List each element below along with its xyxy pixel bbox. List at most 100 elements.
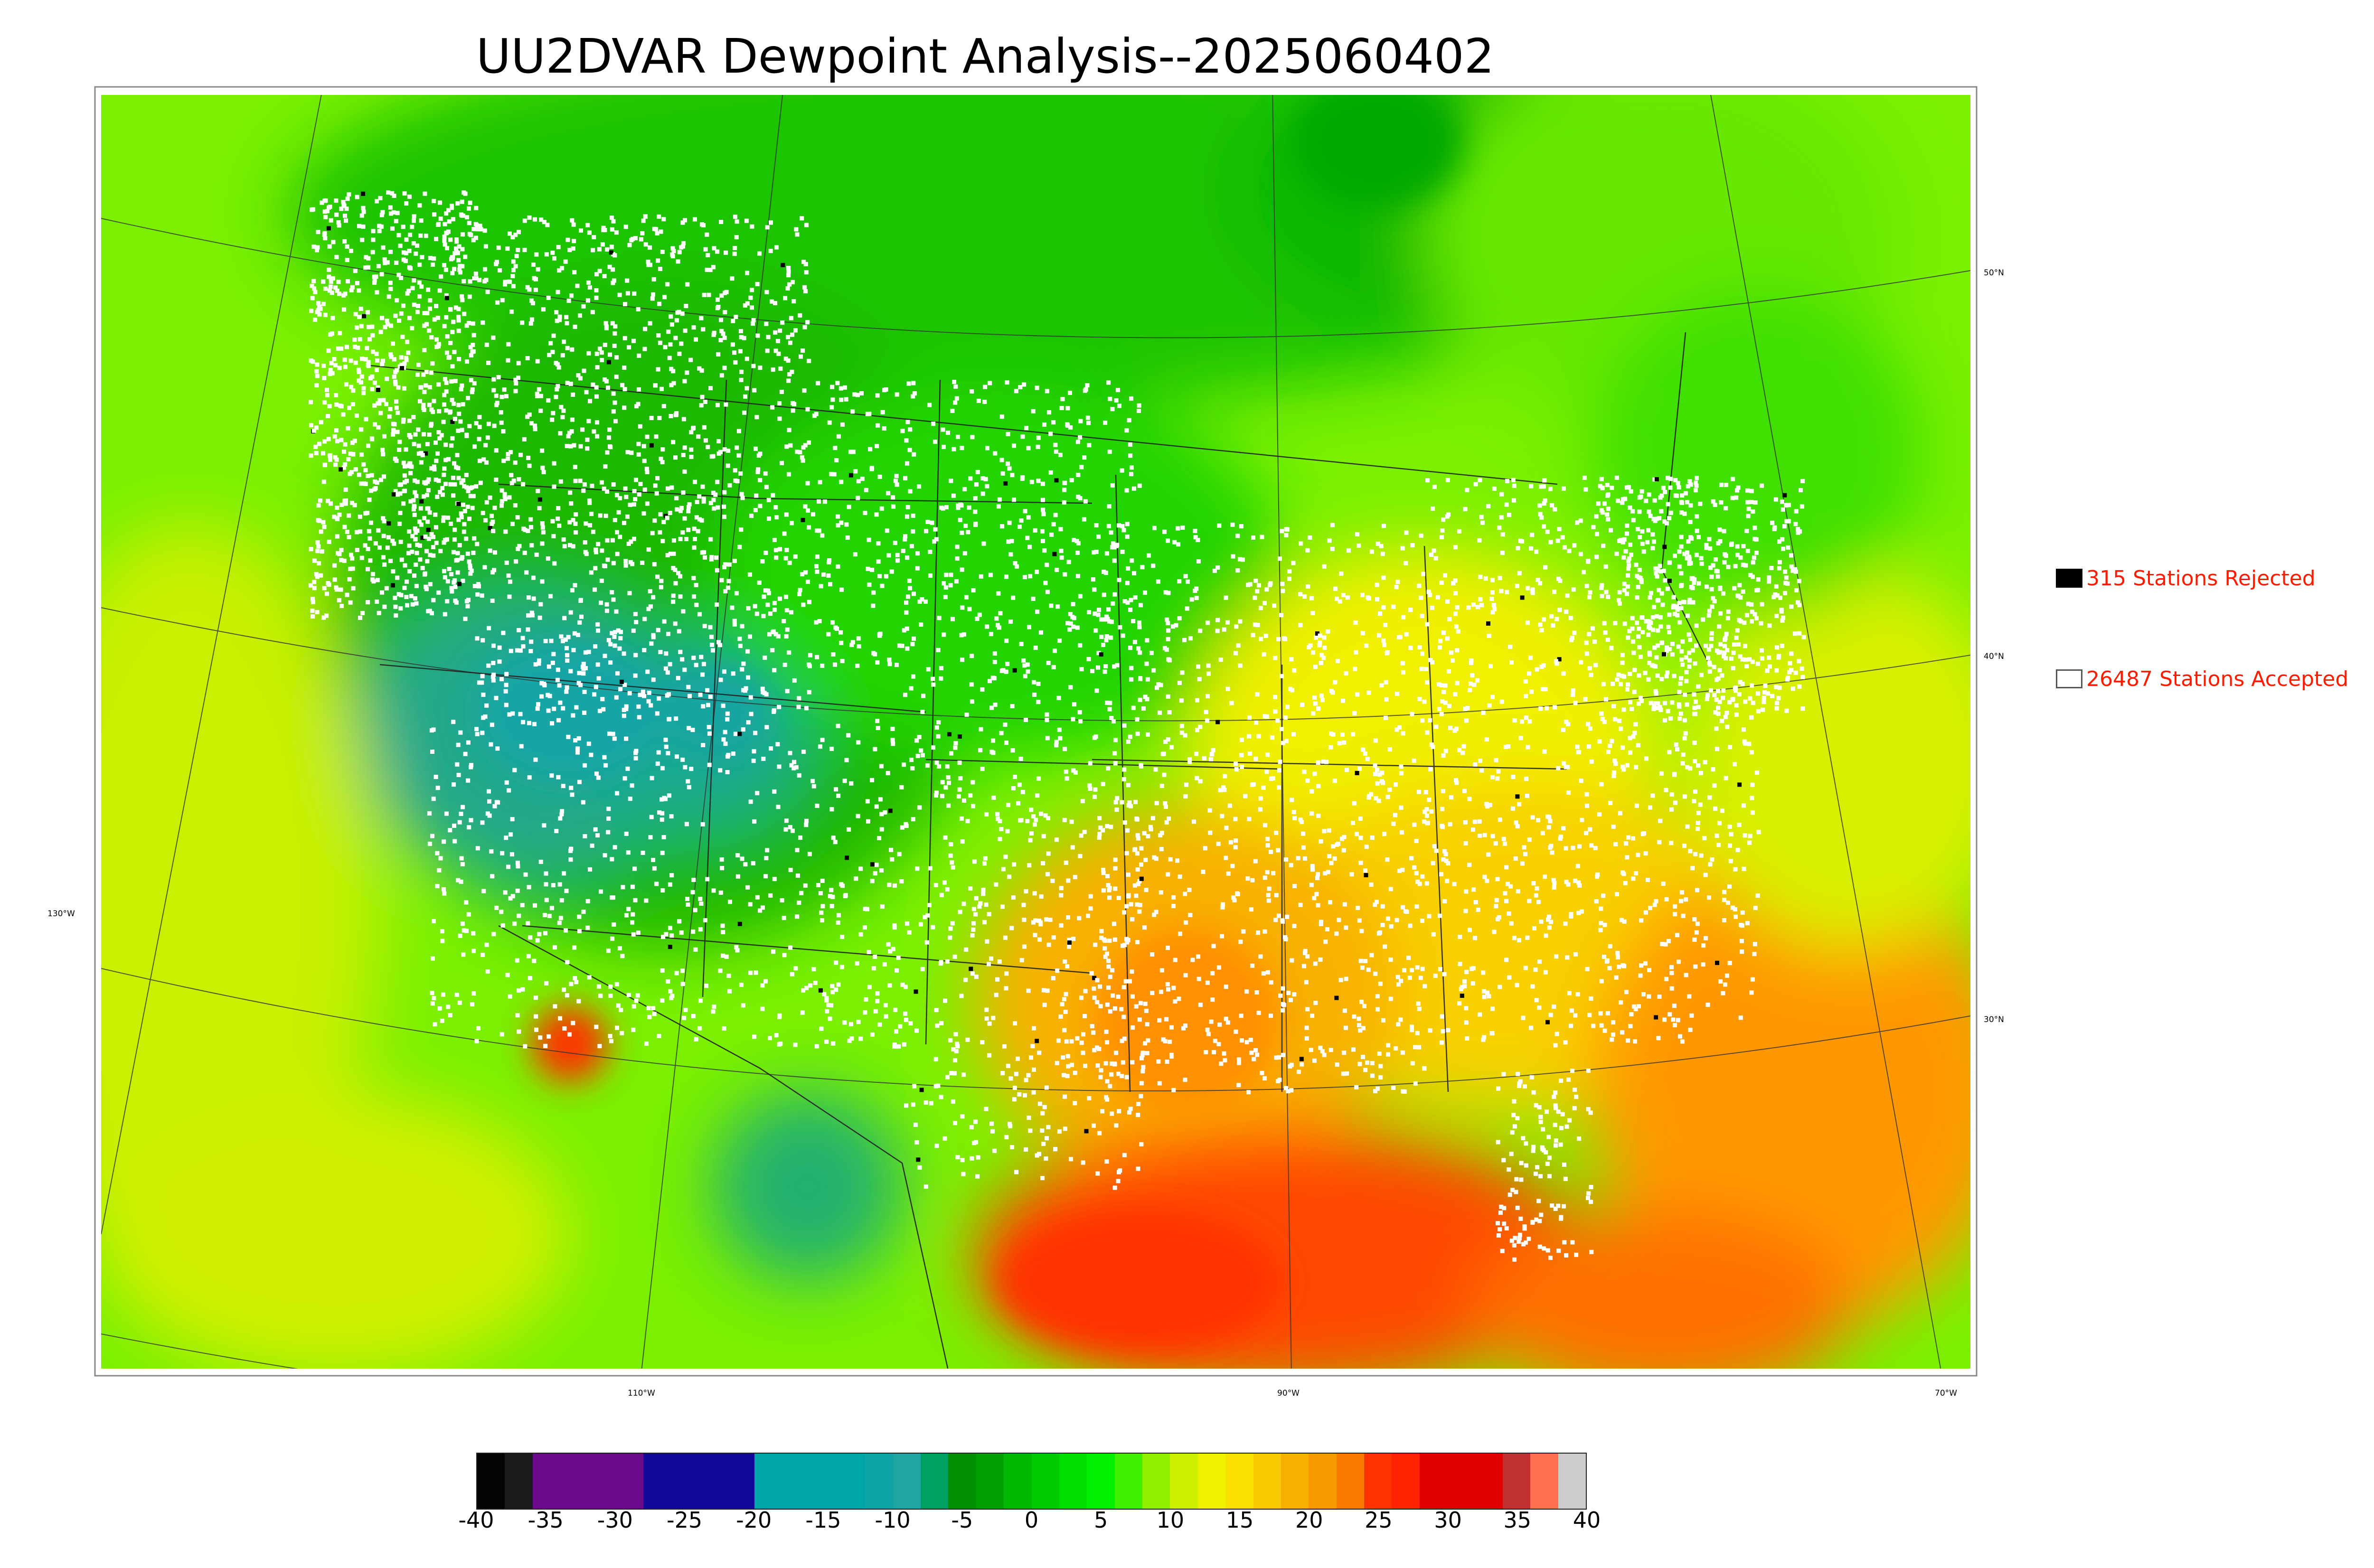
station-accepted [517,913,521,918]
station-accepted [853,552,857,557]
station-accepted [988,381,992,385]
station-accepted [1750,977,1755,982]
station-accepted [1494,758,1498,762]
station-accepted [314,383,319,388]
station-accepted [529,525,533,529]
station-accepted [428,256,433,261]
station-accepted [1543,687,1548,692]
station-accepted [1004,638,1009,643]
station-accepted [353,312,358,317]
station-accepted [1767,575,1771,580]
station-accepted [1443,683,1448,688]
station-accepted [612,344,617,348]
station-accepted [428,582,433,587]
station-accepted [1118,625,1122,629]
station-accepted [1471,966,1476,970]
station-rejected [1557,657,1562,662]
station-accepted [1573,701,1578,705]
station-accepted [1165,617,1169,622]
station-accepted [1773,592,1778,597]
station-accepted [1470,673,1475,678]
station-accepted [1688,520,1693,525]
station-accepted [1446,1028,1451,1033]
station-accepted [449,379,454,384]
station-accepted [433,512,438,517]
station-accepted [578,599,583,603]
station-accepted [319,529,323,534]
station-accepted [351,452,356,457]
station-accepted [1397,725,1402,730]
station-accepted [1316,872,1320,876]
station-accepted [1086,657,1091,661]
station-accepted [1400,546,1405,551]
station-accepted [532,958,537,963]
station-accepted [1617,601,1622,606]
station-accepted [786,378,791,383]
station-accepted [552,561,557,566]
station-accepted [1303,951,1307,955]
station-accepted [466,488,471,493]
station-accepted [1622,621,1627,626]
station-accepted [1377,930,1382,935]
station-accepted [651,277,656,282]
station-accepted [1638,535,1642,539]
station-accepted [808,664,812,668]
station-accepted [1092,587,1097,592]
station-accepted [1481,711,1486,715]
station-accepted [735,445,739,450]
station-accepted [851,450,856,454]
station-accepted [391,569,396,574]
station-accepted [632,866,637,871]
station-accepted [417,280,422,285]
station-accepted [1507,911,1511,916]
station-accepted [1704,543,1709,547]
station-accepted [915,551,920,556]
station-accepted [1137,409,1141,413]
station-accepted [1724,482,1729,487]
station-accepted [324,613,329,618]
station-accepted [350,402,355,406]
station-accepted [1631,836,1636,841]
station-accepted [1655,574,1659,579]
station-accepted [1442,573,1447,578]
station-accepted [1108,1084,1112,1089]
station-accepted [1673,904,1677,909]
station-accepted [1737,692,1742,697]
station-accepted [1095,1063,1100,1068]
station-accepted [432,996,436,1000]
station-accepted [1548,819,1553,824]
station-accepted [788,825,792,829]
station-rejected [1715,960,1719,965]
station-accepted [588,523,592,527]
station-accepted [1060,397,1065,402]
station-accepted [1166,621,1170,626]
station-accepted [1352,801,1357,806]
station-accepted [1122,767,1127,772]
station-accepted [1101,782,1105,787]
station-accepted [743,862,748,867]
station-accepted [1584,831,1589,836]
station-accepted [720,866,725,871]
station-accepted [379,272,384,277]
station-accepted [798,450,802,455]
station-accepted [826,632,831,637]
station-accepted [431,263,435,267]
station-accepted [1593,663,1598,667]
station-accepted [674,413,678,417]
station-accepted [870,1032,875,1037]
station-accepted [527,287,532,292]
station-accepted [1196,976,1201,981]
station-accepted [1394,585,1399,590]
station-accepted [1546,917,1550,922]
station-accepted [405,603,409,608]
station-accepted [1571,587,1576,592]
station-accepted [438,856,443,861]
station-accepted [1243,794,1248,798]
station-accepted [1453,591,1458,595]
station-accepted [422,311,427,315]
station-accepted [790,332,795,337]
station-accepted [463,191,468,196]
station-accepted [622,405,627,410]
station-accepted [1738,555,1743,560]
station-accepted [450,589,454,594]
